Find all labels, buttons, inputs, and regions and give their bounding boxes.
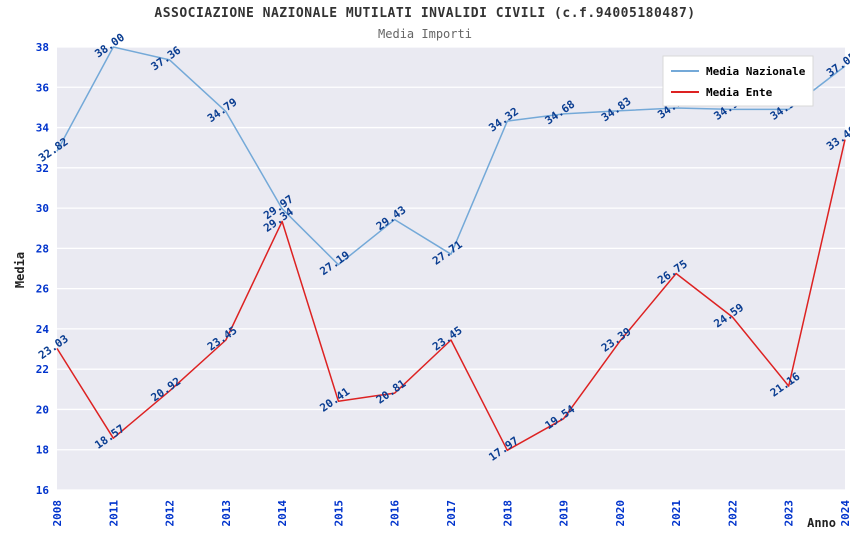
- x-tick-label: 2022: [726, 500, 739, 527]
- x-tick-label: 2013: [220, 500, 233, 527]
- x-tick-label: 2016: [389, 500, 402, 527]
- series-line: [56, 139, 846, 452]
- x-tick-label: 2011: [107, 500, 120, 527]
- x-tick-label: 2020: [614, 500, 627, 527]
- y-tick-label: 22: [36, 363, 49, 376]
- x-tick-label: 2012: [164, 500, 177, 527]
- series-line: [56, 46, 846, 266]
- y-tick-label: 16: [36, 484, 50, 497]
- x-tick-label: 2015: [332, 500, 345, 527]
- y-tick-label: 24: [36, 323, 50, 336]
- y-tick-label: 28: [36, 242, 49, 255]
- legend-item-label: Media Nazionale: [706, 65, 806, 78]
- y-tick-label: 36: [36, 81, 50, 94]
- x-tick-label: 2023: [783, 500, 796, 527]
- x-tick-label: 2017: [445, 500, 458, 527]
- x-tick-label: 2019: [558, 500, 571, 527]
- x-tick-label: 2018: [501, 500, 514, 527]
- x-tick-label: 2024: [839, 500, 850, 527]
- y-tick-label: 38: [36, 41, 49, 54]
- plot-area: [57, 47, 845, 490]
- legend: Media Nazionale Media Ente: [662, 55, 814, 107]
- x-tick-label: 2021: [670, 500, 683, 527]
- x-tick-label: 2014: [276, 500, 289, 527]
- y-tick-label: 32: [36, 162, 49, 175]
- y-tick-label: 20: [36, 403, 49, 416]
- x-axis-label: Anno: [807, 516, 836, 530]
- y-tick-label: 30: [36, 202, 49, 215]
- y-axis-label: Media: [13, 252, 27, 288]
- legend-item-label: Media Ente: [706, 86, 773, 99]
- legend-box: [662, 55, 814, 107]
- chart-subtitle: Media Importi: [378, 27, 472, 41]
- y-tick-label: 34: [36, 122, 50, 135]
- x-tick-label: 2008: [51, 500, 64, 527]
- page-title: ASSOCIAZIONE NAZIONALE MUTILATI INVALIDI…: [154, 6, 696, 21]
- y-tick-label: 26: [36, 283, 50, 296]
- y-tick-label: 18: [36, 444, 49, 457]
